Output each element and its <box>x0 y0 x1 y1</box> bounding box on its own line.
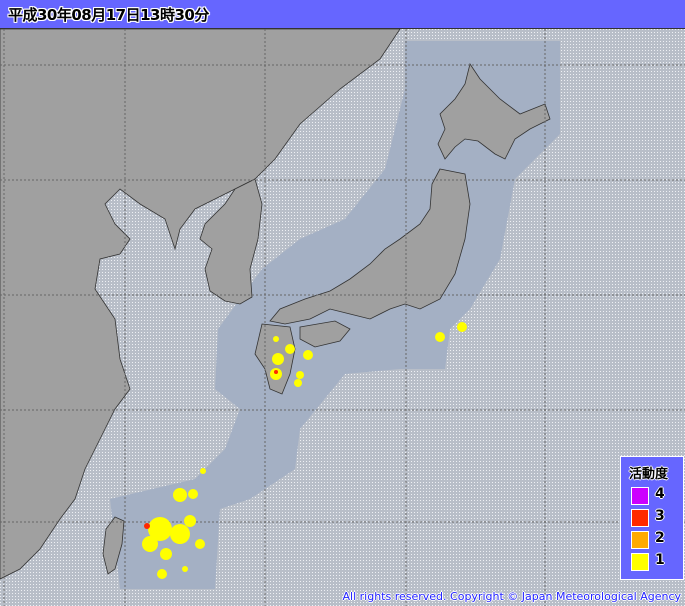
title-bar: 平成30年08月17日13時30分 <box>0 0 685 29</box>
activity-cell <box>195 539 205 549</box>
land-korea <box>199 178 263 305</box>
activity-cell <box>272 353 284 365</box>
activity-cell <box>170 524 190 544</box>
activity-cell <box>188 489 198 499</box>
legend-label: 2 <box>655 530 665 546</box>
map <box>0 29 685 606</box>
activity-cell <box>160 548 172 560</box>
activity-cell <box>273 336 279 342</box>
activity-cell <box>457 322 467 332</box>
land-honshu <box>269 168 471 325</box>
land-shikoku <box>299 320 351 348</box>
activity-legend: 活動度 4 3 2 1 <box>620 456 684 580</box>
activity-cell <box>285 344 295 354</box>
observation-time-title: 平成30年08月17日13時30分 <box>8 6 209 24</box>
legend-label: 3 <box>655 508 665 524</box>
activity-cell <box>144 523 150 529</box>
legend-title: 活動度 <box>629 467 669 482</box>
activity-cell <box>173 488 187 502</box>
legend-swatch <box>631 553 649 571</box>
activity-cell <box>184 515 196 527</box>
legend-label: 1 <box>655 552 665 568</box>
activity-cell <box>142 536 158 552</box>
activity-cell <box>200 468 206 474</box>
land-taiwan <box>102 516 125 575</box>
legend-swatch <box>631 487 649 505</box>
legend-swatch <box>631 531 649 549</box>
activity-cell <box>435 332 445 342</box>
activity-cell <box>157 569 167 579</box>
copyright-notice: All rights reserved. Copyright © Japan M… <box>342 590 682 603</box>
activity-cell <box>148 517 172 541</box>
activity-cell <box>274 370 278 374</box>
activity-cell <box>296 371 304 379</box>
lat-lon-grid <box>0 29 685 606</box>
lightning-activity <box>142 322 467 579</box>
land-hokkaido <box>437 63 551 160</box>
legend-label: 4 <box>655 486 665 502</box>
activity-cell <box>303 350 313 360</box>
activity-cell <box>182 566 188 572</box>
land-china <box>0 29 401 580</box>
legend-swatch <box>631 509 649 527</box>
activity-cell <box>294 379 302 387</box>
